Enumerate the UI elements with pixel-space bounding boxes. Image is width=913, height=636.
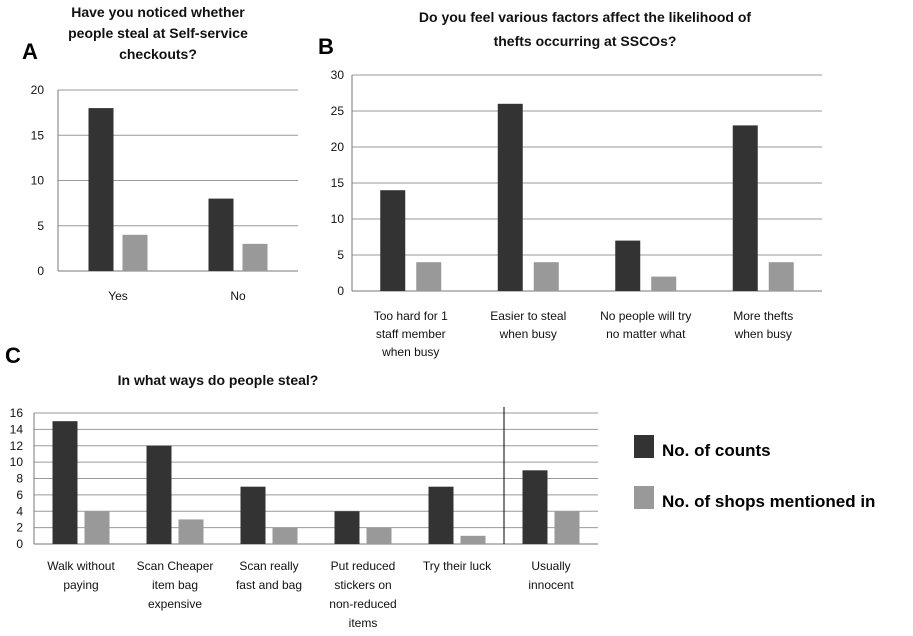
y-tick-label: 4 <box>16 504 23 518</box>
panel-letter: B <box>318 34 334 59</box>
category-label: non-reduced <box>329 597 396 611</box>
legend: No. of counts No. of shops mentioned in <box>634 435 875 511</box>
category-label: Scan Cheaper <box>137 559 214 573</box>
y-tick-label: 10 <box>31 174 45 188</box>
y-tick-label: 15 <box>331 176 345 190</box>
bar-shops <box>122 234 148 271</box>
category-label: More thefts <box>733 309 793 323</box>
y-tick-label: 20 <box>331 140 345 154</box>
bar-shops <box>84 511 110 544</box>
chart-title-line: In what ways do people steal? <box>118 372 319 388</box>
y-tick-label: 14 <box>10 422 24 436</box>
category-label: staff member <box>376 327 446 341</box>
category-label: fast and bag <box>236 578 302 592</box>
category-label: expensive <box>148 597 202 611</box>
chart-title-line: checkouts? <box>119 46 197 62</box>
bar-shops <box>460 535 486 544</box>
bar-counts <box>522 470 548 544</box>
category-label: Walk without <box>47 559 115 573</box>
category-label: item bag <box>152 578 198 592</box>
bar-counts <box>428 486 454 544</box>
bar-shops <box>178 519 204 544</box>
bar-shops <box>366 527 392 544</box>
chart-title-line: Do you feel various factors affect the l… <box>419 9 752 25</box>
bar-counts <box>615 240 641 291</box>
bar-counts <box>52 421 78 544</box>
category-label: stickers on <box>334 578 391 592</box>
chart-panel-a: A Have you noticed whether people steal at… <box>22 4 298 303</box>
y-tick-label: 10 <box>10 455 24 469</box>
bar-counts <box>334 511 360 544</box>
bar-shops <box>242 243 268 271</box>
y-tick-label: 0 <box>337 284 344 298</box>
category-label: innocent <box>528 578 574 592</box>
category-label: when busy <box>499 327 557 341</box>
y-tick-label: 12 <box>10 439 24 453</box>
category-label: No <box>230 289 246 303</box>
bar-counts <box>380 190 406 291</box>
category-label: Easier to steal <box>490 309 566 323</box>
category-label: items <box>349 616 378 630</box>
bar-counts <box>240 486 266 544</box>
legend-label-counts: No. of counts <box>662 441 771 460</box>
bar-counts <box>732 125 758 292</box>
chart-panel-c: C In what ways do people steal? 0 2 4 6 8 10 12 1… <box>5 343 598 630</box>
bar-shops <box>533 262 559 291</box>
chart-panel-b: B Do you feel various factors affect the … <box>318 9 822 359</box>
bar-counts <box>146 445 172 544</box>
bar-counts <box>208 198 234 271</box>
y-tick-label: 6 <box>16 488 23 502</box>
y-tick-label: 30 <box>331 68 345 82</box>
category-label: Put reduced <box>331 559 396 573</box>
y-tick-label: 25 <box>331 104 345 118</box>
category-label: paying <box>63 578 98 592</box>
chart-title-line: people steal at Self-service <box>68 25 248 41</box>
category-label: no matter what <box>606 327 686 341</box>
bar-counts <box>497 103 523 291</box>
chart-title-line: thefts occurring at SSCOs? <box>494 33 677 49</box>
bar-shops <box>768 262 794 291</box>
chart-title-line: Have you noticed whether <box>71 4 245 20</box>
legend-label-shops: No. of shops mentioned in <box>662 492 875 511</box>
y-tick-label: 5 <box>37 219 44 233</box>
category-label: Try their luck <box>423 559 492 573</box>
category-label: Scan really <box>239 559 298 573</box>
y-tick-label: 20 <box>31 83 45 97</box>
category-label: Too hard for 1 <box>374 309 448 323</box>
category-label: Usually <box>531 559 570 573</box>
panel-letter: C <box>5 343 21 368</box>
y-tick-label: 5 <box>337 248 344 262</box>
y-tick-label: 15 <box>31 128 45 142</box>
y-tick-label: 0 <box>37 264 44 278</box>
bar-shops <box>651 276 677 291</box>
y-tick-label: 10 <box>331 212 345 226</box>
legend-swatch-counts <box>634 435 654 458</box>
y-tick-label: 16 <box>10 406 24 420</box>
y-tick-label: 2 <box>16 521 23 535</box>
panel-letter: A <box>22 39 38 64</box>
bar-counts <box>88 108 114 271</box>
y-tick-label: 8 <box>16 472 23 486</box>
category-label: when busy <box>734 327 792 341</box>
bar-shops <box>416 262 442 291</box>
category-label: Yes <box>108 289 128 303</box>
bar-shops <box>554 511 580 544</box>
legend-swatch-shops <box>634 486 654 509</box>
category-label: No people will try <box>600 309 691 323</box>
bar-shops <box>272 527 298 544</box>
category-label: when busy <box>381 345 439 359</box>
y-tick-label: 0 <box>16 537 23 551</box>
